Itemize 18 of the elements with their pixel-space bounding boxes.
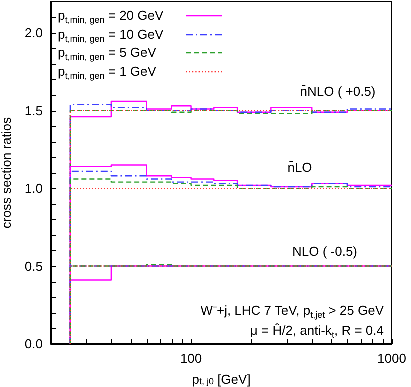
annotation: n̄LO: [288, 160, 312, 176]
y-tick-label: 0.0: [24, 336, 43, 352]
legend-label: p$_{t,min, gen}$ = 5 GeV: [58, 45, 158, 62]
y-tick-label: 1.0: [24, 181, 43, 196]
annotation: NLO ( -0.5): [292, 244, 358, 260]
annotation: W⁻+j, LHC 7 TeV, p$_{t,jet}$ > 25 GeV: [200, 303, 384, 320]
legend-label: p$_{t,min, gen}$ = 10 GeV: [58, 26, 165, 44]
annotation: n̄NLO ( +0.5): [300, 84, 376, 100]
y-tick-label: 0.5: [24, 258, 43, 274]
y-tick-label: 1.5: [24, 103, 43, 118]
annotation: μ = Ĥ/2, anti-k$_{t}$, R = 0.4: [250, 323, 384, 340]
legend-label: p$_{t,min, gen}$ = 20 GeV: [58, 8, 165, 26]
x-tick-label: 1000: [378, 351, 406, 366]
x-tick-label: 100: [180, 351, 202, 366]
y-axis-title: cross section ratios: [0, 116, 14, 229]
legend-label: p$_{t,min, gen}$ = 1 GeV: [58, 64, 158, 81]
y-tick-label: 2.0: [24, 26, 43, 41]
x-axis-title: pt, j0 [GeV]: [192, 372, 251, 387]
